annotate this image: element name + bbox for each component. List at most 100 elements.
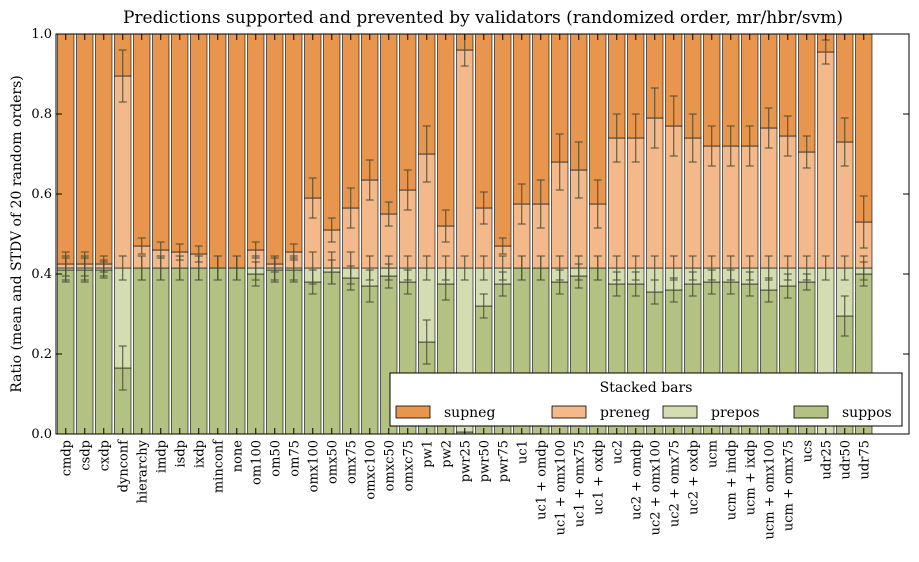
error-bar-preneg [631, 113, 640, 163]
bar-suppos [171, 267, 189, 435]
error-bar-prepos [498, 255, 507, 281]
error-bar-prepos [536, 255, 545, 281]
bar-suppos [228, 267, 246, 435]
legend-label: prepos [711, 405, 760, 421]
legend-swatch [793, 405, 829, 419]
x-tick-label: uc1 + omdp [534, 440, 549, 520]
x-tick-label: omxc50 [382, 440, 397, 491]
error-bar-prepos [517, 255, 526, 281]
error-bar-prepos [840, 255, 849, 281]
error-bar-prepos [593, 255, 602, 281]
bar-supneg [266, 33, 284, 265]
error-bar-prepos [707, 255, 716, 281]
bar-supneg [190, 33, 208, 255]
bar-supneg [95, 33, 113, 265]
error-bar-prepos [631, 255, 640, 281]
error-bar-prepos [612, 255, 621, 281]
error-bar-prepos [802, 255, 811, 281]
error-bar-prepos [669, 255, 678, 281]
error-bar-preneg [479, 191, 488, 225]
bar-supneg [494, 33, 512, 247]
y-tick-label: 0.6 [31, 187, 52, 202]
bar-suppos [247, 273, 265, 435]
error-bar-preneg [137, 237, 146, 255]
error-bar-prepos [859, 255, 868, 281]
x-tick-label: isdp [173, 440, 188, 467]
plot-frame [55, 33, 910, 435]
error-bar-preneg [859, 195, 868, 249]
error-bar-prepos [479, 255, 488, 281]
error-bar-preneg [80, 251, 89, 277]
legend-swatch [395, 405, 431, 419]
error-bar-prepos [745, 255, 754, 281]
bar-supneg [380, 33, 398, 215]
error-bar-preneg [840, 117, 849, 167]
error-bar-prepos [365, 255, 374, 281]
x-tick-label: pw1 [420, 440, 435, 468]
x-tick-label: cmdp [59, 440, 74, 476]
bar-suppos [95, 269, 113, 435]
error-bar-prepos [555, 255, 564, 281]
x-tick-label: ucs [800, 440, 815, 462]
x-tick-label: ucm [705, 440, 720, 468]
x-tick-label: minconf [211, 439, 226, 493]
error-bar-preneg [574, 141, 583, 199]
bar-supneg [57, 33, 75, 265]
y-axis: 0.0 0.2 0.4 0.6 0.8 1.0 [31, 27, 909, 442]
legend-item-suppos: suppos [793, 405, 892, 421]
error-bar-preneg [403, 169, 412, 211]
error-bar-prepos [726, 255, 735, 281]
error-bar-prepos [346, 251, 355, 285]
error-bar-preneg [422, 125, 431, 183]
y-tick-label: 1.0 [31, 27, 52, 42]
bar-preneg [760, 127, 778, 269]
legend-label: supneg [444, 405, 495, 421]
y-tick-label: 0.4 [31, 267, 52, 282]
x-tick-label: ucm + omx75 [781, 440, 796, 531]
bar-supneg [532, 33, 550, 205]
x-tick-label: uc1 [515, 440, 530, 464]
error-bar-preneg [726, 125, 735, 167]
error-bar-preneg [745, 125, 754, 167]
y-tick-label: 0.8 [31, 107, 52, 122]
x-tick-label: udr50 [838, 440, 853, 479]
error-bar-preneg [593, 179, 602, 229]
error-bar-prepos [422, 255, 431, 281]
error-bar-preneg [118, 49, 127, 103]
x-tick-label: uc2 [610, 440, 625, 464]
x-tick-label: uc1 + omx100 [553, 440, 568, 535]
bar-supneg [133, 33, 151, 247]
error-bar-prepos [650, 255, 659, 281]
bar-supneg [323, 33, 341, 231]
x-tick-label: imdp [154, 440, 169, 473]
bar-supneg [285, 33, 303, 253]
x-tick-label: udr75 [857, 440, 872, 479]
x-tick-label: udr25 [819, 440, 834, 479]
error-bar-prepos [118, 255, 127, 281]
x-tick-label: pwr75 [496, 440, 511, 482]
legend-title: Stacked bars [600, 380, 693, 396]
x-tick-label: pw2 [439, 440, 454, 468]
legend-item-preneg: preneg [551, 405, 650, 421]
error-bar-preneg [612, 113, 621, 163]
legend-item-supneg: supneg [395, 405, 495, 421]
chart-title: Predictions supported and prevented by v… [123, 8, 843, 28]
bar-suppos [57, 269, 75, 435]
legend-label: preneg [600, 405, 650, 421]
x-tick-label: uc2 + omdp [629, 440, 644, 520]
bar-supneg [342, 33, 360, 209]
bar-supneg [589, 33, 607, 205]
x-axis: cmdp csdp cxdp dynconf hierarchy imdp isdp ixdp… [59, 34, 872, 539]
bar-suppos [342, 277, 360, 435]
x-tick-label: om50 [268, 440, 283, 477]
error-bar-prepos [403, 255, 412, 281]
x-tick-label: cxdp [97, 440, 112, 471]
bar-supneg [209, 33, 227, 269]
error-bar-preneg [707, 125, 716, 167]
bar-preneg [114, 75, 132, 269]
bar-supneg [855, 33, 873, 223]
error-bar-preneg [270, 255, 279, 273]
x-tick-label: uc2 + omx100 [648, 440, 663, 535]
